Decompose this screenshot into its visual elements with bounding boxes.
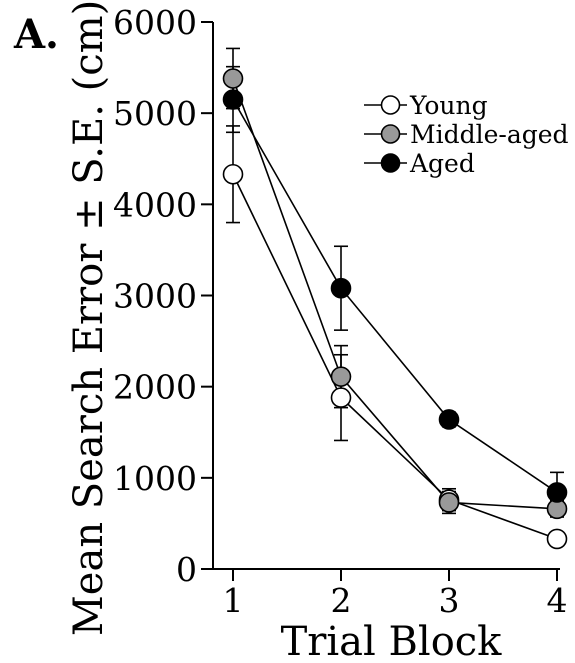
legend-marker [380, 95, 401, 115]
x-ticks: 1 2 3 4 [223, 569, 568, 620]
legend-item-middle-aged: Middle-aged [364, 120, 569, 149]
markers-aged [222, 89, 568, 503]
legend-label: Middle-aged [410, 120, 569, 149]
data-point-aged [330, 277, 352, 299]
y-ticks: 0 1000 2000 3000 4000 5000 6000 [113, 3, 213, 589]
y-axis-title: Mean Search Error ± S.E. (cm) [66, 0, 112, 636]
markers-middle-aged [222, 68, 568, 520]
series-line-middle-aged [232, 78, 558, 510]
y-tick-label: 2000 [113, 368, 197, 407]
x-tick-label: 2 [331, 581, 352, 620]
x-tick-label: 3 [439, 581, 460, 620]
legend-label: Aged [409, 149, 475, 178]
legend-item-young: Young [364, 91, 488, 120]
markers-young [222, 163, 568, 550]
data-point-young [222, 163, 244, 185]
series-middle-aged [226, 47, 564, 518]
legend-marker [380, 124, 401, 144]
legend-item-aged: Aged [364, 149, 475, 178]
data-point-middle-aged [330, 366, 352, 387]
series-young [226, 125, 564, 546]
panel-label: A. [13, 11, 59, 58]
y-tick-label: 5000 [113, 94, 197, 133]
series-line-aged [232, 99, 558, 494]
data-point-aged [438, 409, 460, 430]
data-point-middle-aged [438, 492, 460, 513]
y-tick-label: 6000 [113, 3, 197, 42]
data-point-young [546, 528, 568, 550]
x-tick-label: 4 [547, 581, 568, 620]
data-point-middle-aged [222, 68, 244, 89]
data-point-aged [222, 89, 244, 110]
x-tick-label: 1 [223, 581, 244, 620]
data-point-aged [546, 482, 568, 503]
legend-marker [380, 153, 401, 173]
y-tick-label: 3000 [113, 277, 197, 316]
data-point-young [330, 387, 352, 408]
y-tick-label: 1000 [113, 459, 197, 498]
x-axis-title: Trial Block [281, 619, 503, 663]
legend-label: Young [409, 91, 488, 120]
y-tick-label: 4000 [113, 185, 197, 224]
series-line-young [232, 173, 558, 540]
series-layer [222, 47, 568, 550]
y-tick-label: 0 [176, 550, 197, 589]
